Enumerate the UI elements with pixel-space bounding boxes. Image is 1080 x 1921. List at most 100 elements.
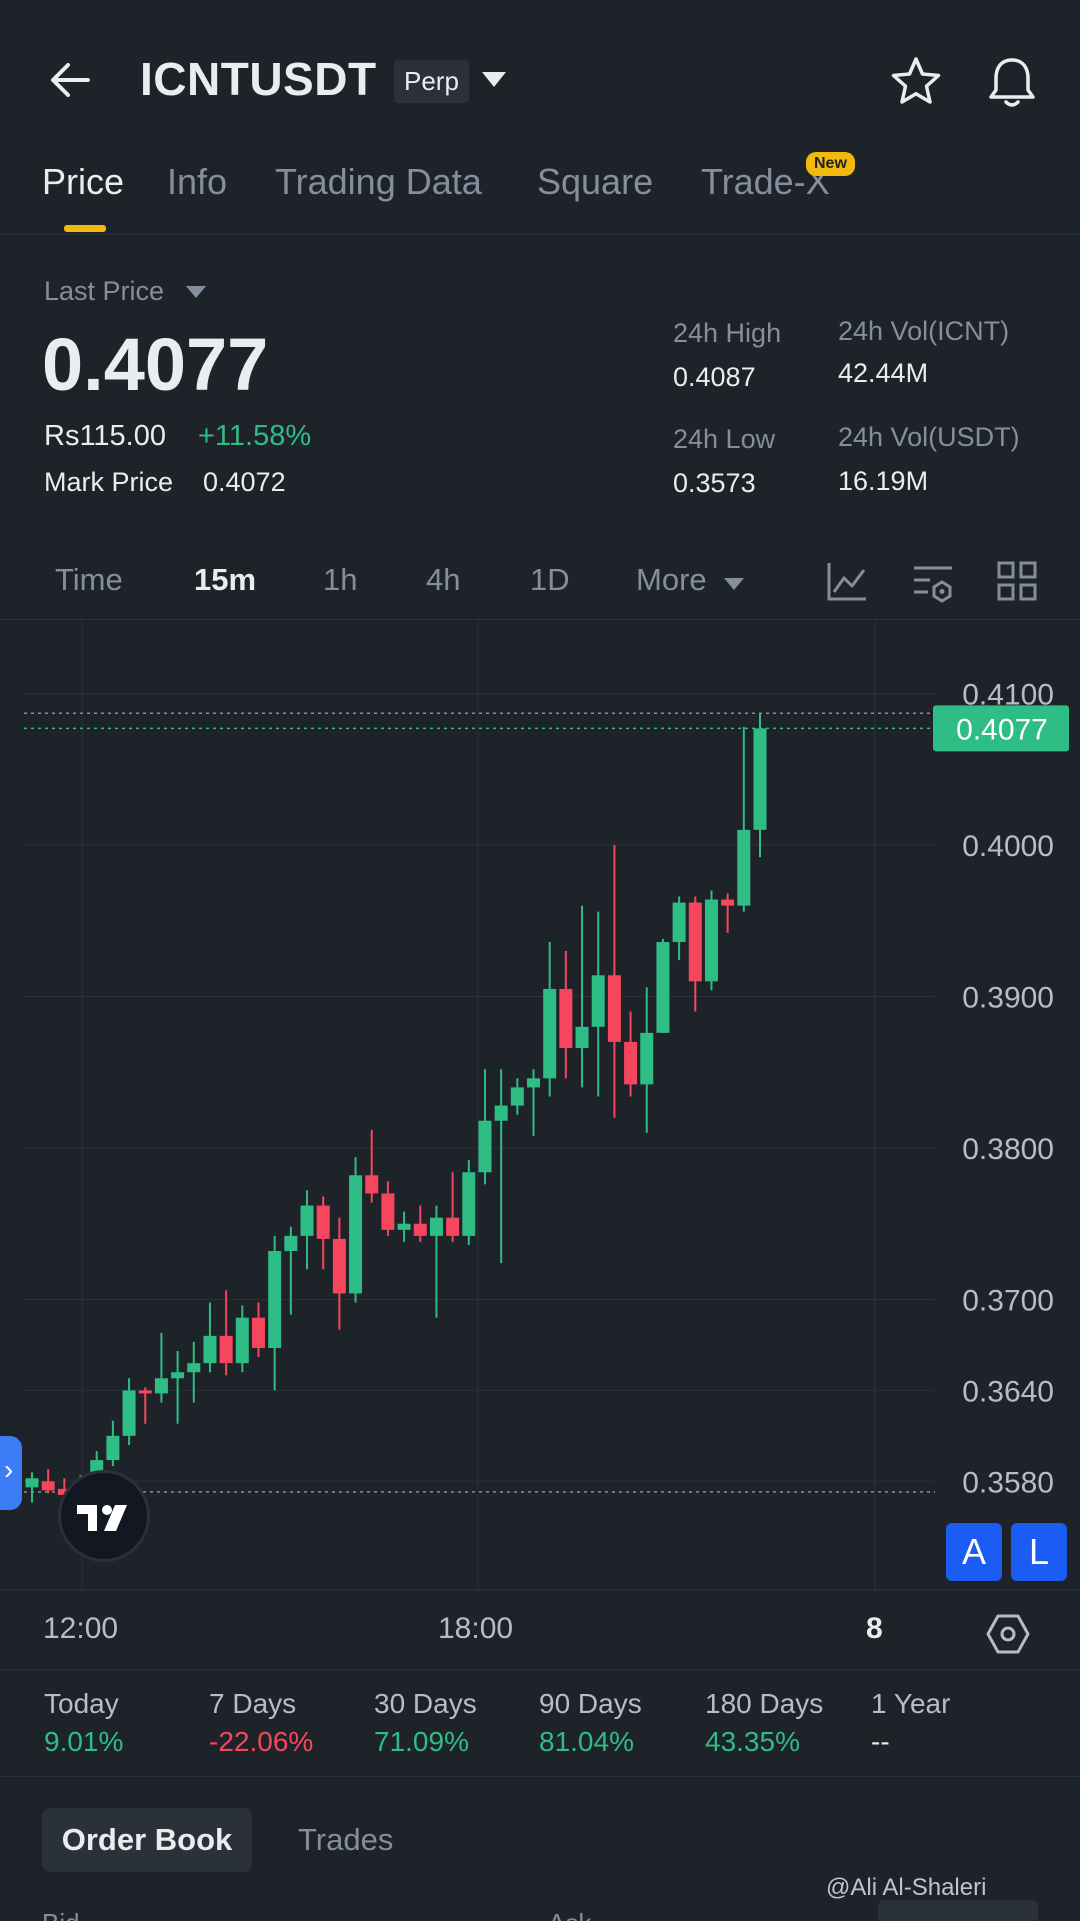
back-arrow-icon[interactable]: [40, 52, 100, 112]
side-panel-handle[interactable]: ›: [0, 1436, 22, 1510]
l-button[interactable]: L: [1011, 1523, 1067, 1581]
low-24h-label: 24h Low: [673, 424, 776, 454]
bell-icon[interactable]: [982, 52, 1042, 112]
candle-body: [446, 1217, 460, 1236]
perf-value-90d: 81.04%: [539, 1726, 634, 1757]
perf-value-180d: 43.35%: [705, 1726, 800, 1757]
time-tick-3: 8: [866, 1612, 883, 1645]
tab-info[interactable]: Info: [167, 161, 228, 202]
high-24h-label: 24h High: [673, 318, 782, 348]
candle-body: [543, 988, 557, 1079]
candle-body: [332, 1238, 346, 1294]
new-badge: New: [806, 152, 855, 176]
layout-grid-icon[interactable]: [994, 558, 1040, 604]
high-24h-value: 0.4087: [673, 362, 756, 392]
candle-body: [462, 1172, 476, 1236]
current-price-tag-label: 0.4077: [956, 713, 1048, 746]
main-tabs: Price Info Trading Data Square Trade-X: [0, 155, 1080, 235]
candle-body: [25, 1478, 39, 1488]
candle-body: [656, 941, 670, 1033]
candle-body: [624, 1041, 638, 1085]
perf-value-1y: --: [871, 1726, 890, 1757]
mark-price-label: Mark Price: [44, 467, 174, 497]
interval-15m[interactable]: 15m: [194, 562, 257, 597]
precision-selector-partial[interactable]: [878, 1900, 1038, 1921]
price-chart[interactable]: 0.4100 0.4000 0.3900 0.3800 0.3700 0.3640 0.35…: [0, 620, 1080, 1620]
current-price-tag: [933, 705, 1069, 752]
candle-body: [122, 1390, 136, 1436]
interval-1d[interactable]: 1D: [530, 562, 570, 597]
candle-body: [203, 1335, 217, 1364]
candle-body: [494, 1105, 508, 1121]
interval-1h[interactable]: 1h: [323, 562, 358, 597]
more-dropdown-icon[interactable]: [724, 578, 744, 590]
mark-price-value: 0.4072: [203, 467, 286, 497]
indicator-chart-icon[interactable]: [824, 558, 870, 604]
candle-body: [737, 829, 751, 906]
last-price-dropdown-icon[interactable]: [186, 286, 206, 298]
time-tick-1: 12:00: [43, 1612, 119, 1645]
vol-base-value: 42.44M: [838, 358, 929, 388]
settings-hexagon-icon[interactable]: [984, 1610, 1032, 1658]
fiat-price: Rs115.00: [44, 420, 166, 452]
candle-body: [219, 1335, 233, 1364]
perf-label-1y: 1 Year: [871, 1688, 951, 1719]
tab-order-book[interactable]: Order Book: [42, 1808, 252, 1872]
last-price-label[interactable]: Last Price: [44, 276, 165, 306]
low-24h-value: 0.3573: [673, 468, 756, 498]
candle-body: [575, 1026, 589, 1049]
perf-label-180d: 180 Days: [705, 1688, 824, 1719]
contract-type-badge: Perp: [394, 60, 469, 103]
candle-body: [316, 1205, 330, 1239]
candle-body: [640, 1032, 654, 1085]
tab-square[interactable]: Square: [537, 161, 654, 202]
vol-base-label: 24h Vol(ICNT): [838, 316, 1010, 346]
divider: [0, 1776, 1080, 1777]
symbol-dropdown-icon[interactable]: [482, 72, 506, 87]
candle-body: [672, 902, 686, 942]
interval-more[interactable]: More: [636, 562, 707, 597]
candle-body: [284, 1235, 298, 1252]
symbol-title[interactable]: ICNTUSDT: [140, 53, 377, 105]
y-tick-label: 0.3640: [962, 1375, 1054, 1408]
chart-settings-icon[interactable]: [910, 558, 956, 604]
perf-value-7d: -22.06%: [209, 1726, 314, 1757]
y-tick-label: 0.3900: [962, 982, 1054, 1015]
header: ICNTUSDT Perp: [0, 0, 1080, 160]
candle-body: [171, 1372, 185, 1379]
perf-value-today: 9.01%: [44, 1726, 124, 1757]
interval-time[interactable]: Time: [55, 562, 123, 597]
perf-label-7d: 7 Days: [209, 1688, 297, 1719]
candle-body: [527, 1078, 541, 1088]
perf-value-30d: 71.09%: [374, 1726, 469, 1757]
a-button[interactable]: A: [946, 1523, 1002, 1581]
ask-header-partial: Ask: [548, 1908, 591, 1921]
tradingview-logo: [58, 1470, 150, 1562]
candle-body: [721, 899, 735, 906]
candle-body: [365, 1175, 379, 1194]
perf-label-90d: 90 Days: [539, 1688, 642, 1719]
tab-price[interactable]: Price: [42, 161, 125, 202]
candle-body: [429, 1217, 443, 1236]
tab-trades[interactable]: Trades: [298, 1822, 394, 1857]
vol-quote-value: 16.19M: [838, 466, 929, 496]
candle-body: [704, 899, 718, 982]
candle-body: [106, 1435, 120, 1461]
handle-chevron-icon: ›: [4, 1454, 14, 1485]
y-tick-label: 0.4000: [962, 830, 1054, 863]
candle-body: [559, 988, 573, 1049]
candle-body: [41, 1481, 55, 1491]
y-tick-label: 0.3580: [962, 1466, 1054, 1499]
watermark: @Ali Al-Shaleri: [826, 1874, 987, 1901]
candle-body: [607, 975, 621, 1042]
interval-4h[interactable]: 4h: [426, 562, 461, 597]
candle-body: [268, 1251, 282, 1348]
candle-body: [187, 1363, 201, 1373]
candle-body: [478, 1120, 492, 1173]
candlestick-chart[interactable]: 0.41000.40000.39000.38000.37000.36400.35…: [0, 620, 1080, 1620]
candle-body: [413, 1223, 427, 1236]
candle-body: [688, 902, 702, 982]
price-change-percent: +11.58%: [198, 420, 312, 452]
tab-trading-data[interactable]: Trading Data: [275, 161, 482, 202]
favorite-star-icon[interactable]: [888, 54, 944, 110]
